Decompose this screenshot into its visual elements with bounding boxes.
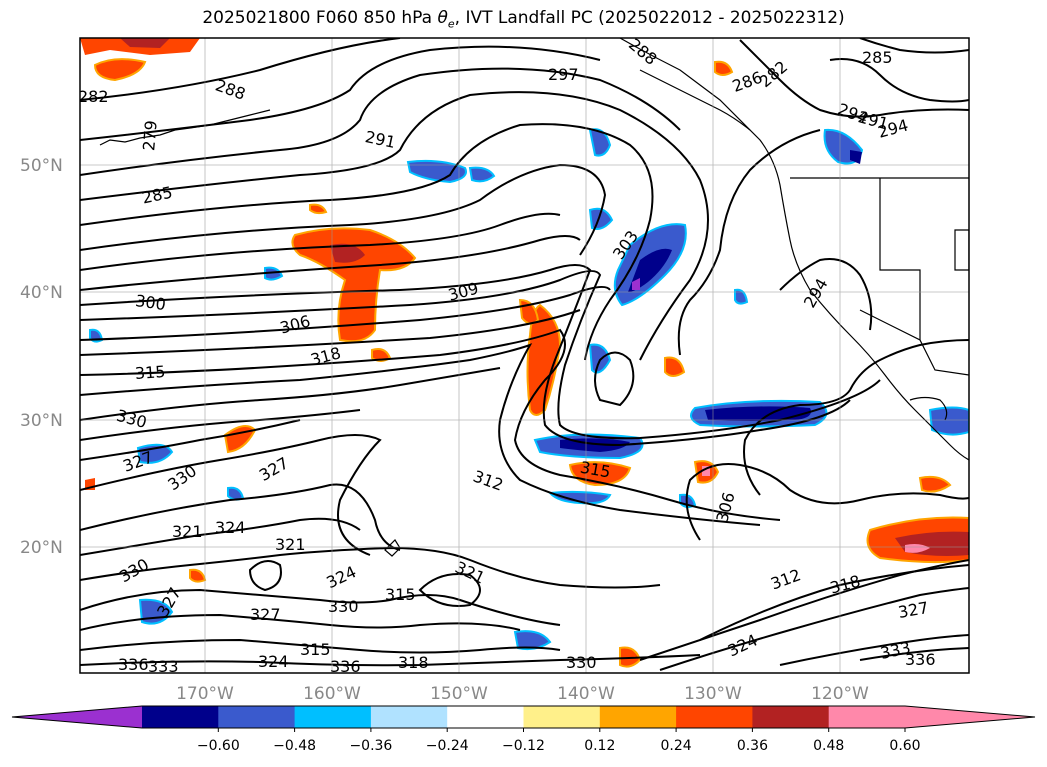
colorbar-label: 0.12 — [584, 738, 615, 754]
title-suffix: , IVT Landfall PC (2025022012 - 20250223… — [454, 8, 845, 28]
title-theta: θ — [437, 8, 448, 28]
colorbar-label: −0.24 — [426, 738, 469, 754]
contour-label: 315 — [134, 362, 166, 383]
contour-labels: 282 288 279 285 291 297 288 286 282 285 … — [78, 38, 936, 676]
colorbar-segment — [294, 706, 372, 728]
lon-label-160w: 160°W — [303, 684, 361, 704]
contour-label: 327 — [250, 605, 281, 624]
contour-label: 336 — [118, 655, 149, 674]
coastlines — [99, 38, 969, 557]
lon-label-130w: 130°W — [684, 684, 742, 704]
colorbar-segment — [370, 706, 448, 728]
contour-label: 285 — [862, 48, 893, 67]
colorbar-segment — [218, 706, 296, 728]
graticule — [80, 38, 969, 673]
contour-label: 282 — [78, 87, 109, 106]
contour-label: 321 — [275, 535, 306, 554]
colorbar-segment — [142, 706, 219, 728]
lat-label-30n: 30°N — [20, 411, 63, 431]
colorbar-segment — [447, 706, 524, 728]
colorbar-label: −0.36 — [349, 738, 392, 754]
colorbar-label: 0.36 — [737, 738, 768, 754]
lon-label-150w: 150°W — [430, 684, 488, 704]
colorbar: −0.60 −0.48 −0.36 −0.24 −0.12 0.12 0.24 0.36 0.4… — [11, 705, 1036, 754]
contour-label: 333 — [148, 657, 179, 676]
contour-label: 300 — [134, 291, 167, 314]
longitude-labels: 170°W 160°W 150°W 140°W 130°W 120°W — [176, 684, 869, 704]
colorbar-segment — [523, 706, 601, 728]
colorbar-segment — [599, 706, 677, 728]
colorbar-segment — [676, 706, 753, 728]
latitude-labels: 50°N 40°N 30°N 20°N — [20, 156, 63, 558]
colorbar-label: 0.60 — [889, 738, 920, 754]
contour-label: 324 — [215, 518, 246, 537]
colorbar-label: −0.48 — [273, 738, 316, 754]
colorbar-label: −0.60 — [197, 738, 240, 754]
colorbar-extend-max — [905, 706, 1035, 728]
map-title: 2025021800 F060 850 hPa θe, IVT Landfall… — [0, 8, 1047, 30]
colorbar-extend-min — [12, 706, 142, 728]
title-theta-sub: e — [447, 17, 455, 31]
contour-label: 315 — [300, 640, 331, 659]
map-frame — [79, 37, 970, 674]
colorbar-label: 0.24 — [661, 738, 692, 754]
contour-label: 336 — [905, 650, 936, 669]
contour-label: 336 — [330, 657, 361, 676]
lon-label-120w: 120°W — [811, 684, 869, 704]
contour-label: 321 — [172, 522, 203, 541]
colorbar-outline — [11, 705, 1036, 729]
title-prefix: 2025021800 F060 850 hPa — [202, 8, 438, 28]
contour-label: 324 — [258, 652, 289, 671]
contour-label: 279 — [139, 120, 161, 152]
colorbar-label: −0.12 — [502, 738, 545, 754]
colorbar-label: 0.48 — [813, 738, 844, 754]
lat-label-20n: 20°N — [20, 538, 63, 558]
lat-label-40n: 40°N — [20, 283, 63, 303]
colorbar-segment — [752, 706, 830, 728]
contour-label: 315 — [385, 585, 416, 604]
colorbar-segment — [828, 706, 906, 728]
contour-label: 330 — [566, 653, 597, 672]
lon-label-140w: 140°W — [557, 684, 615, 704]
contour-label: 297 — [548, 65, 579, 84]
contour-label: 318 — [398, 653, 429, 672]
theta-e-contours — [80, 38, 969, 671]
lon-label-170w: 170°W — [176, 684, 234, 704]
contour-label: 330 — [328, 597, 359, 616]
lat-label-50n: 50°N — [20, 156, 63, 176]
